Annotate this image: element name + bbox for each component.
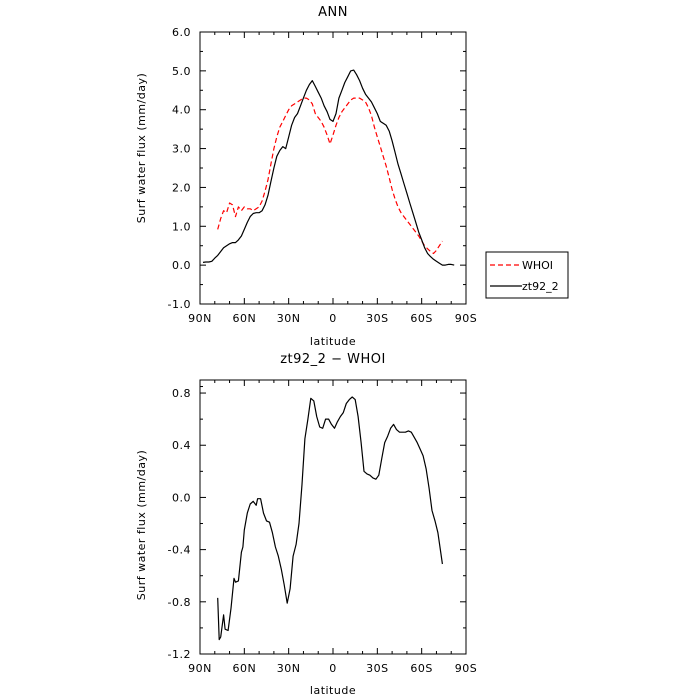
y-axis-label: Surf water flux (mm/day) <box>135 73 148 224</box>
x-tick-label: 30N <box>277 312 301 325</box>
y-tick-label: -1.0 <box>168 298 191 311</box>
series-line <box>217 396 443 641</box>
x-tick-label: 30N <box>277 662 301 675</box>
legend-box <box>485 251 569 299</box>
y-tick-label: 2.0 <box>172 181 191 194</box>
chart-title: ANN <box>318 5 348 20</box>
x-tick-label: 30S <box>366 312 388 325</box>
x-tick-label: 60S <box>410 312 432 325</box>
x-tick-label: 30S <box>366 662 388 675</box>
x-tick-label: 90N <box>188 312 212 325</box>
series-line-whoi <box>217 97 443 255</box>
x-axis-label: latitude <box>310 335 356 348</box>
y-tick-label: 3.0 <box>172 143 191 156</box>
y-tick-label: 6.0 <box>172 26 191 39</box>
bottom-panel: zt92_2 − WHOI 90N 60N 30N 0 30S 60S 90S -1.2 -0.… <box>135 352 477 697</box>
y-tick-label: 0.0 <box>172 491 191 504</box>
x-tick-label: 60N <box>232 312 256 325</box>
y-tick-label: 0.0 <box>172 259 191 272</box>
y-tick-label: -0.4 <box>168 544 191 557</box>
legend: WHOI zt92_2 <box>485 251 569 299</box>
y-tick-label: 5.0 <box>172 65 191 78</box>
plot-frame <box>199 31 467 305</box>
plot-frame <box>199 379 467 655</box>
legend-label-whoi: WHOI <box>522 259 553 272</box>
y-tick-label: 4.0 <box>172 104 191 117</box>
x-tick-label: 60S <box>410 662 432 675</box>
plot-area: 90N 60N 30N 0 30S 60S 90S -1.0 0.0 1.0 2.0 3.0 4.0 5.… <box>168 26 477 325</box>
y-tick-label: -0.8 <box>168 596 191 609</box>
x-tick-label: 0 <box>329 312 337 325</box>
x-axis-label: latitude <box>310 684 356 697</box>
x-tick-label: 60N <box>232 662 256 675</box>
plot-area: 90N 60N 30N 0 30S 60S 90S -1.2 -0.8 -0.4 0.0 0.4 0.8 <box>168 379 477 675</box>
y-tick-label: -1.2 <box>168 648 191 661</box>
y-tick-label: 0.4 <box>172 439 191 452</box>
y-tick-label: 1.0 <box>172 220 191 233</box>
y-tick-label: 0.8 <box>172 387 191 400</box>
x-tick-label: 90S <box>455 662 477 675</box>
series-line-zt92-2 <box>202 69 455 266</box>
legend-label-zt92-2: zt92_2 <box>522 280 559 293</box>
y-axis-label: Surf water flux (mm/day) <box>135 450 148 601</box>
top-panel: ANN 90N 60N 30N 0 30S 60S 90S -1.0 0.0 1.0 2.0 3.0 4… <box>135 5 477 348</box>
x-tick-label: 90S <box>455 312 477 325</box>
chart-title: zt92_2 − WHOI <box>280 352 386 367</box>
x-tick-label: 0 <box>329 662 337 675</box>
x-tick-label: 90N <box>188 662 212 675</box>
